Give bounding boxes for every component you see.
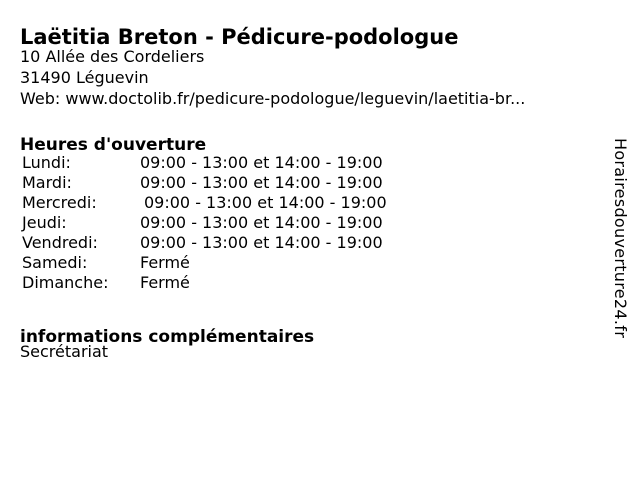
address-street: 10 Allée des Cordeliers <box>20 47 205 66</box>
website-link[interactable]: Web: www.doctolib.fr/pedicure-podologue/… <box>20 89 526 108</box>
day-label: Lundi: <box>22 153 71 172</box>
day-times: 09:00 - 13:00 et 14:00 - 19:00 <box>140 213 383 232</box>
address-block: 10 Allée des Cordeliers 31490 Léguevin W… <box>20 46 525 109</box>
opening-hours-heading: Heures d'ouverture <box>20 135 207 156</box>
day-times: Fermé <box>140 253 190 272</box>
table-row-thursday: Jeudi: 09:00 - 13:00 et 14:00 - 19:00 <box>22 213 387 233</box>
table-row-monday: Lundi: 09:00 - 13:00 et 14:00 - 19:00 <box>22 153 387 173</box>
address-city: 31490 Léguevin <box>20 68 149 87</box>
table-row-friday: Vendredi: 09:00 - 13:00 et 14:00 - 19:00 <box>22 233 387 253</box>
day-times: 09:00 - 13:00 et 14:00 - 19:00 <box>140 153 383 172</box>
additional-info-heading: informations complémentaires <box>20 327 315 348</box>
table-row-sunday: Dimanche: Fermé <box>22 273 387 293</box>
day-times: 09:00 - 13:00 et 14:00 - 19:00 <box>140 173 383 192</box>
table-row-saturday: Samedi: Fermé <box>22 253 387 273</box>
day-times: 09:00 - 13:00 et 14:00 - 19:00 <box>140 233 383 252</box>
table-row-wednesday: Mercredi: 09:00 - 13:00 et 14:00 - 19:00 <box>22 193 387 213</box>
day-label: Mardi: <box>22 173 72 192</box>
table-row-tuesday: Mardi: 09:00 - 13:00 et 14:00 - 19:00 <box>22 173 387 193</box>
day-label: Mercredi: <box>22 193 97 212</box>
day-label: Vendredi: <box>22 233 98 252</box>
day-times: 09:00 - 13:00 et 14:00 - 19:00 <box>144 193 387 212</box>
opening-hours-table: Lundi: 09:00 - 13:00 et 14:00 - 19:00 Ma… <box>22 153 387 293</box>
day-label: Jeudi: <box>22 213 67 232</box>
day-label: Samedi: <box>22 253 88 272</box>
page-title: Laëtitia Breton - Pédicure-podologue <box>20 25 459 50</box>
day-label: Dimanche: <box>22 273 109 292</box>
additional-info-text: Secrétariat <box>20 342 109 361</box>
site-branding-watermark: Horairesdouverture24.fr <box>611 138 630 339</box>
day-times: Fermé <box>140 273 190 292</box>
